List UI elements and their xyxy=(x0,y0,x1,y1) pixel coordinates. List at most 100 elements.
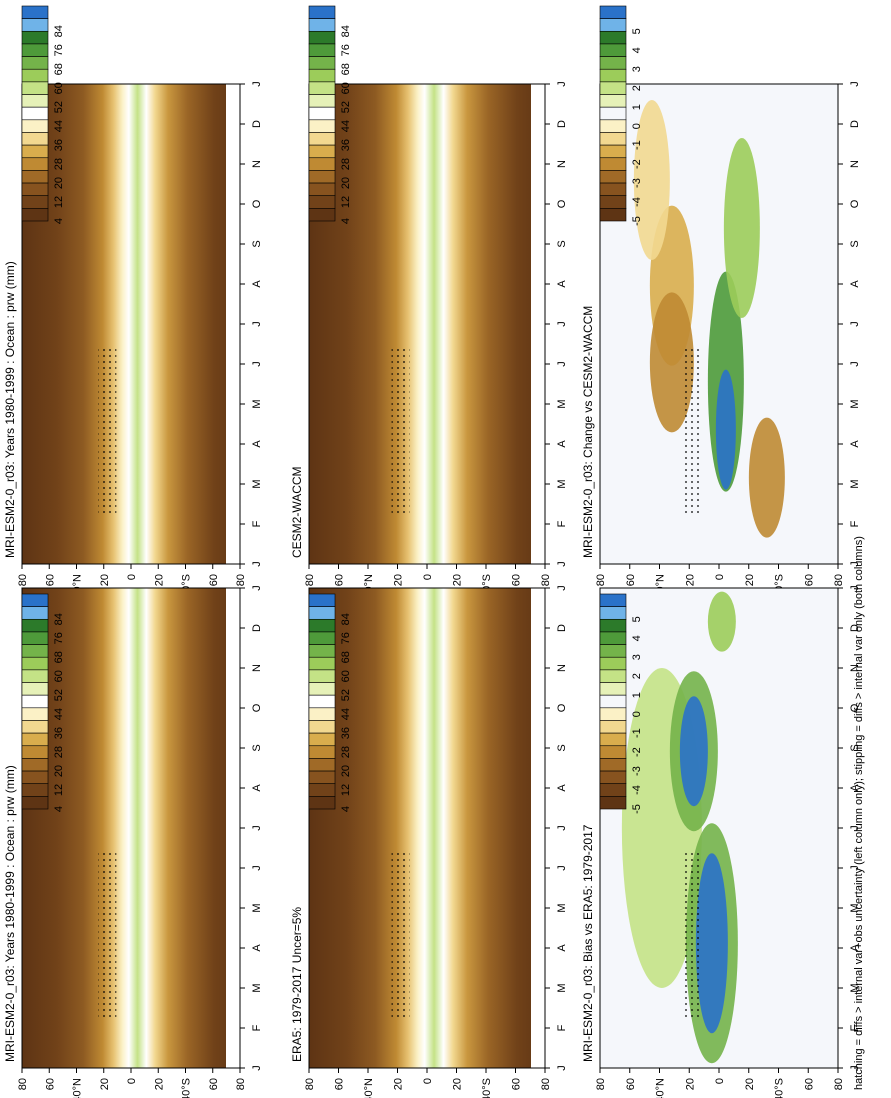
colorbar-swatch xyxy=(21,783,49,797)
colorbar-label: 68 xyxy=(53,63,65,75)
y-tick-label: 20 xyxy=(452,574,464,586)
stippling xyxy=(391,852,410,1020)
colorbar-label: 76 xyxy=(53,44,65,56)
x-tick-label: D xyxy=(251,120,263,128)
x-tick-label: O xyxy=(251,199,263,208)
x-tick-label: M xyxy=(251,983,263,992)
x-tick-label: J xyxy=(251,585,263,591)
colorbar-swatch xyxy=(599,132,627,146)
colorbar-swatch xyxy=(21,132,49,146)
anomaly-region xyxy=(695,853,728,1034)
colorbar-swatch xyxy=(308,18,336,32)
x-tick-label: J xyxy=(556,561,568,567)
stippling xyxy=(98,348,117,516)
colorbar-label: 20 xyxy=(53,177,65,189)
x-tick-label: M xyxy=(849,399,861,408)
x-tick-label: A xyxy=(556,784,568,792)
colorbar-swatch xyxy=(308,106,336,121)
colorbar-label: 4 xyxy=(631,635,643,641)
x-tick-label: J xyxy=(849,361,861,367)
x-tick-label: N xyxy=(556,160,568,168)
x-tick-label: J xyxy=(251,561,263,567)
colorbar-label: 84 xyxy=(53,613,65,625)
colorbar-label: 28 xyxy=(53,158,65,170)
colorbar-swatch xyxy=(308,5,336,19)
x-tick-label: A xyxy=(849,944,861,952)
y-tick-label: 80 xyxy=(235,1078,247,1090)
colorbar-swatch xyxy=(308,208,336,222)
colorbar-swatch xyxy=(21,606,49,620)
figure-footnote: hatching = diffs > internal var+obs unce… xyxy=(853,536,865,1090)
colorbar-label: 36 xyxy=(340,139,352,151)
masked-area xyxy=(226,588,240,1068)
y-tick-label: 80 xyxy=(235,574,247,586)
x-tick-label: F xyxy=(556,1024,568,1031)
panel-title: ERA5: 1979-2017 Uncer=5% xyxy=(290,907,304,1062)
colorbar-label: 4 xyxy=(340,806,352,812)
colorbar-swatch xyxy=(21,144,49,159)
x-tick-label: J xyxy=(556,321,568,327)
panel-title: MRI-ESM2-0_r03: Years 1980-1999 : Ocean … xyxy=(3,261,17,558)
x-tick-label: M xyxy=(849,479,861,488)
anomaly-region xyxy=(649,292,694,433)
y-tick-label: 60 xyxy=(511,1078,523,1090)
x-tick-label: J xyxy=(556,1065,568,1071)
colorbar-swatch xyxy=(599,783,627,797)
colorbar-label: 4 xyxy=(340,218,352,224)
colorbar-swatch xyxy=(21,720,49,734)
panel-4: J F M A M J J A S O N D J 80 60 40°N 20 0 20 40°S 60 80 ERA5: … xyxy=(290,585,568,1098)
y-tick-label: 20 xyxy=(153,574,165,586)
field xyxy=(22,588,240,1068)
x-tick-label: D xyxy=(849,624,861,632)
colorbar-label: -1 xyxy=(631,140,643,150)
colorbar-label: 3 xyxy=(631,654,643,660)
y-tick-label: 80 xyxy=(17,574,29,586)
colorbar-swatch xyxy=(308,707,336,721)
colorbar-swatch xyxy=(21,669,49,683)
y-tick-label: 20 xyxy=(744,574,756,586)
colorbar-label: 1 xyxy=(631,692,643,698)
colorbar-swatch xyxy=(308,758,336,772)
x-tick-label: F xyxy=(556,520,568,527)
anomaly-region xyxy=(707,591,736,652)
colorbar-swatch xyxy=(308,81,336,95)
colorbar: 84 76 68 60 52 44 36 28 20 12 4 xyxy=(21,593,65,812)
x-tick-label: J xyxy=(556,81,568,87)
x-tick-label: J xyxy=(251,361,263,367)
panel-title: CESM2-WACCM xyxy=(290,466,304,558)
colorbar-label: -5 xyxy=(631,216,643,226)
colorbar-swatch xyxy=(599,682,627,696)
y-tick-label: 0 xyxy=(422,574,434,580)
x-tick-label: F xyxy=(849,520,861,527)
colorbar-label: -2 xyxy=(631,159,643,169)
colorbar-swatch xyxy=(21,732,49,747)
x-tick-label: O xyxy=(556,703,568,712)
y-tick-label: 80 xyxy=(540,1078,552,1090)
colorbar-label: 36 xyxy=(53,139,65,151)
colorbar-swatch xyxy=(21,106,49,121)
x-tick-label: M xyxy=(849,903,861,912)
y-tick-label: 80 xyxy=(833,574,845,586)
colorbar-swatch xyxy=(599,593,627,607)
colorbar-swatch xyxy=(599,18,627,32)
colorbar-label: 4 xyxy=(631,47,643,53)
x-tick-label: M xyxy=(556,399,568,408)
anomaly-region xyxy=(748,417,785,538)
colorbar-swatch xyxy=(599,694,627,709)
colorbar-swatch xyxy=(308,56,336,70)
colorbar-label: 20 xyxy=(53,765,65,777)
colorbar-swatch xyxy=(599,81,627,95)
colorbar-label: -5 xyxy=(631,804,643,814)
stippling xyxy=(683,852,702,1020)
colorbar-swatch xyxy=(599,94,627,108)
y-tick-label: 40°S xyxy=(481,1078,493,1098)
colorbar-swatch xyxy=(308,783,336,797)
y-tick-label: 20 xyxy=(153,1078,165,1090)
anomaly-region xyxy=(715,369,736,490)
y-tick-label: 40°N xyxy=(655,1078,667,1098)
colorbar-swatch xyxy=(308,618,336,633)
x-tick-label: J xyxy=(849,585,861,591)
x-tick-label: A xyxy=(251,944,263,952)
colorbar-label: 2 xyxy=(631,673,643,679)
colorbar-swatch xyxy=(599,745,627,759)
